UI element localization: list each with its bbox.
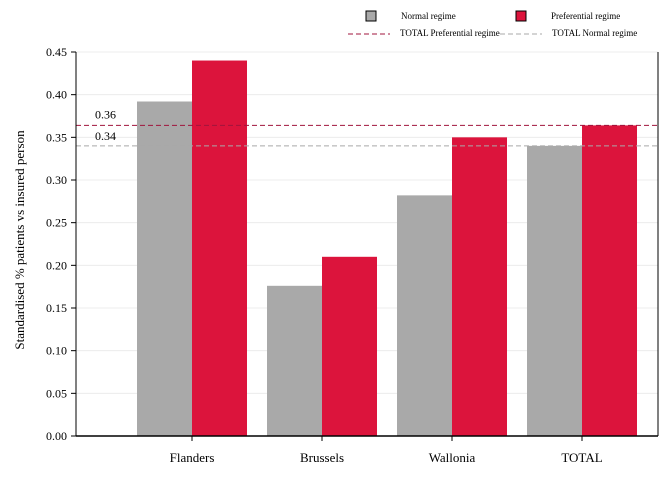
- bar-flanders-preferential-regime: [192, 60, 247, 437]
- y-tick-label: 0.35: [46, 130, 67, 144]
- y-tick-label: 0.45: [46, 45, 67, 59]
- axes: Flanders Brussels Wallonia TOTAL 0.00 0.05 0.1…: [46, 45, 659, 465]
- y-tick-label: 0.05: [46, 386, 67, 400]
- x-tick-label: Flanders: [170, 450, 215, 465]
- reference-lines: 0.34 0.36: [76, 107, 658, 147]
- reference-line-label: 0.36: [95, 107, 116, 121]
- x-tick-label: TOTAL: [561, 450, 602, 465]
- y-tick-label: 0.10: [46, 344, 67, 358]
- legend-swatch: [365, 10, 377, 22]
- reference-line-label: 0.34: [95, 129, 116, 143]
- bar-brussels-preferential-regime: [322, 256, 377, 436]
- y-tick-label: 0.25: [46, 216, 67, 230]
- bars: [137, 60, 637, 437]
- y-tick-label: 0.40: [46, 88, 67, 102]
- legend-label: TOTAL Normal regime: [552, 28, 637, 38]
- legend: Normal regime Preferential regime TOTAL Pr…: [348, 10, 637, 38]
- y-axis-title: Standardised % patients vs insured perso…: [12, 130, 27, 350]
- bar-total-preferential-regime: [582, 125, 637, 437]
- y-tick-label: 0.30: [46, 173, 67, 187]
- legend-swatch: [515, 10, 527, 22]
- bar-brussels-normal-regime: [267, 285, 322, 436]
- legend-label: Preferential regime: [551, 11, 620, 21]
- x-tick-label: Wallonia: [429, 450, 476, 465]
- y-tick-label: 0.00: [46, 429, 67, 443]
- legend-label: Normal regime: [401, 11, 456, 21]
- bar-flanders-normal-regime: [137, 101, 192, 436]
- bar-wallonia-preferential-regime: [452, 137, 507, 437]
- y-tick-label: 0.20: [46, 258, 67, 272]
- bar-wallonia-normal-regime: [397, 195, 452, 436]
- y-tick-label: 0.15: [46, 301, 67, 315]
- x-tick-label: Brussels: [300, 450, 344, 465]
- bar-total-normal-regime: [527, 145, 582, 436]
- legend-label: TOTAL Preferential regime: [400, 28, 500, 38]
